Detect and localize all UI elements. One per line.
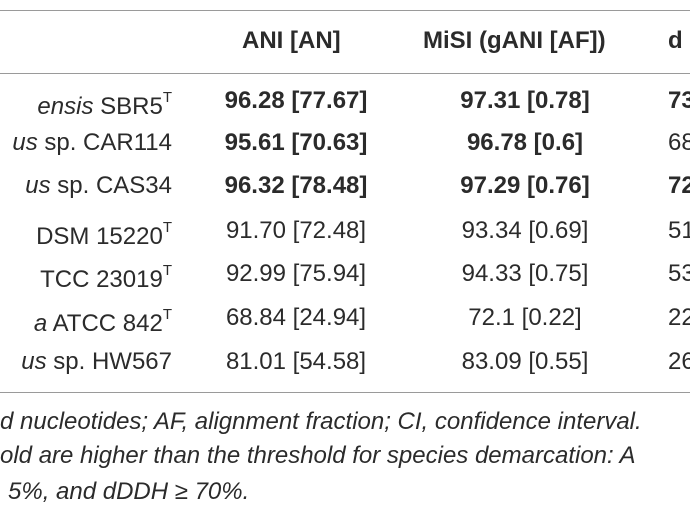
strain-cell: a ATCC 842T bbox=[34, 297, 172, 345]
table-top-rule bbox=[0, 10, 690, 11]
strain-name: sp. HW567 bbox=[46, 348, 172, 375]
table-header-rule bbox=[0, 73, 690, 74]
table-row: ensis SBR5T 96.28 [77.67] 97.31 [0.78] 73 bbox=[0, 80, 690, 122]
type-strain-mark: T bbox=[162, 89, 172, 106]
strain-name: SBR5 bbox=[93, 93, 163, 120]
strain-italic: us bbox=[21, 348, 47, 375]
ani-cell: 96.28 [77.67] bbox=[224, 87, 368, 114]
type-strain-mark: T bbox=[162, 306, 172, 323]
type-strain-mark: T bbox=[162, 219, 172, 236]
misi-cell: 93.34 [0.69] bbox=[461, 217, 589, 244]
ani-cell: 95.61 [70.63] bbox=[224, 129, 368, 156]
misi-cell: 97.29 [0.76] bbox=[460, 172, 590, 199]
strain-cell: TCC 23019T bbox=[40, 253, 172, 301]
dddh-cell: 72 bbox=[668, 172, 690, 199]
type-strain-mark: T bbox=[162, 262, 172, 279]
footnote-line-2: old are higher than the threshold for sp… bbox=[0, 442, 636, 469]
strain-name: sp. CAR114 bbox=[37, 129, 172, 156]
strain-cell: us sp. HW567 bbox=[21, 341, 172, 383]
strain-italic: ensis bbox=[37, 93, 94, 120]
table-row: DSM 15220T 91.70 [72.48] 93.34 [0.69] 51 bbox=[0, 210, 690, 252]
strain-name: sp. CAS34 bbox=[50, 172, 172, 199]
ani-cell: 81.01 [54.58] bbox=[225, 348, 367, 375]
strain-italic: us bbox=[25, 172, 51, 199]
table-row: a ATCC 842T 68.84 [24.94] 72.1 [0.22] 22 bbox=[0, 297, 690, 339]
misi-cell: 83.09 [0.55] bbox=[461, 348, 589, 375]
strain-italic: us bbox=[12, 129, 38, 156]
dddh-cell: 51 bbox=[668, 217, 690, 244]
strain-name: ATCC 842 bbox=[47, 310, 163, 337]
strain-name: TCC 23019 bbox=[40, 266, 163, 293]
ani-cell: 68.84 [24.94] bbox=[225, 304, 367, 331]
table-row: us sp. CAR114 95.61 [70.63] 96.78 [0.6] 68 bbox=[0, 122, 690, 164]
misi-cell: 96.78 [0.6] bbox=[466, 129, 584, 156]
strain-name: DSM 15220 bbox=[36, 223, 163, 250]
table-row: TCC 23019T 92.99 [75.94] 94.33 [0.75] 53 bbox=[0, 253, 690, 295]
dddh-cell: 22 bbox=[668, 304, 690, 331]
dddh-cell: 53 bbox=[668, 260, 690, 287]
misi-cell: 72.1 [0.22] bbox=[468, 304, 582, 331]
table-row: us sp. HW567 81.01 [54.58] 83.09 [0.55] 26 bbox=[0, 341, 690, 383]
strain-italic: a bbox=[33, 310, 48, 337]
dddh-cell: 68 bbox=[668, 129, 690, 156]
ani-cell: 92.99 [75.94] bbox=[225, 260, 367, 287]
dddh-cell: 26 bbox=[668, 348, 690, 375]
header-ani: ANI [AN] bbox=[242, 27, 341, 54]
strain-cell: us sp. CAR114 bbox=[12, 122, 172, 164]
misi-cell: 97.31 [0.78] bbox=[460, 87, 590, 114]
strain-cell: us sp. CAS34 bbox=[25, 165, 172, 207]
header-dddh: d bbox=[668, 27, 683, 54]
footnote-line-3: 5%, and dDDH ≥ 70%. bbox=[8, 478, 250, 505]
misi-cell: 94.33 [0.75] bbox=[461, 260, 589, 287]
table-row: us sp. CAS34 96.32 [78.48] 97.29 [0.76] 72 bbox=[0, 165, 690, 207]
footnote-line-1: d nucleotides; AF, alignment fraction; C… bbox=[0, 408, 642, 435]
strain-cell: DSM 15220T bbox=[36, 210, 172, 258]
strain-cell: ensis SBR5T bbox=[37, 80, 172, 128]
dddh-cell: 73 bbox=[668, 87, 690, 114]
header-misi: MiSI (gANI [AF]) bbox=[423, 27, 606, 54]
table-bottom-rule bbox=[0, 392, 690, 393]
ani-cell: 96.32 [78.48] bbox=[224, 172, 368, 199]
ani-cell: 91.70 [72.48] bbox=[225, 217, 367, 244]
